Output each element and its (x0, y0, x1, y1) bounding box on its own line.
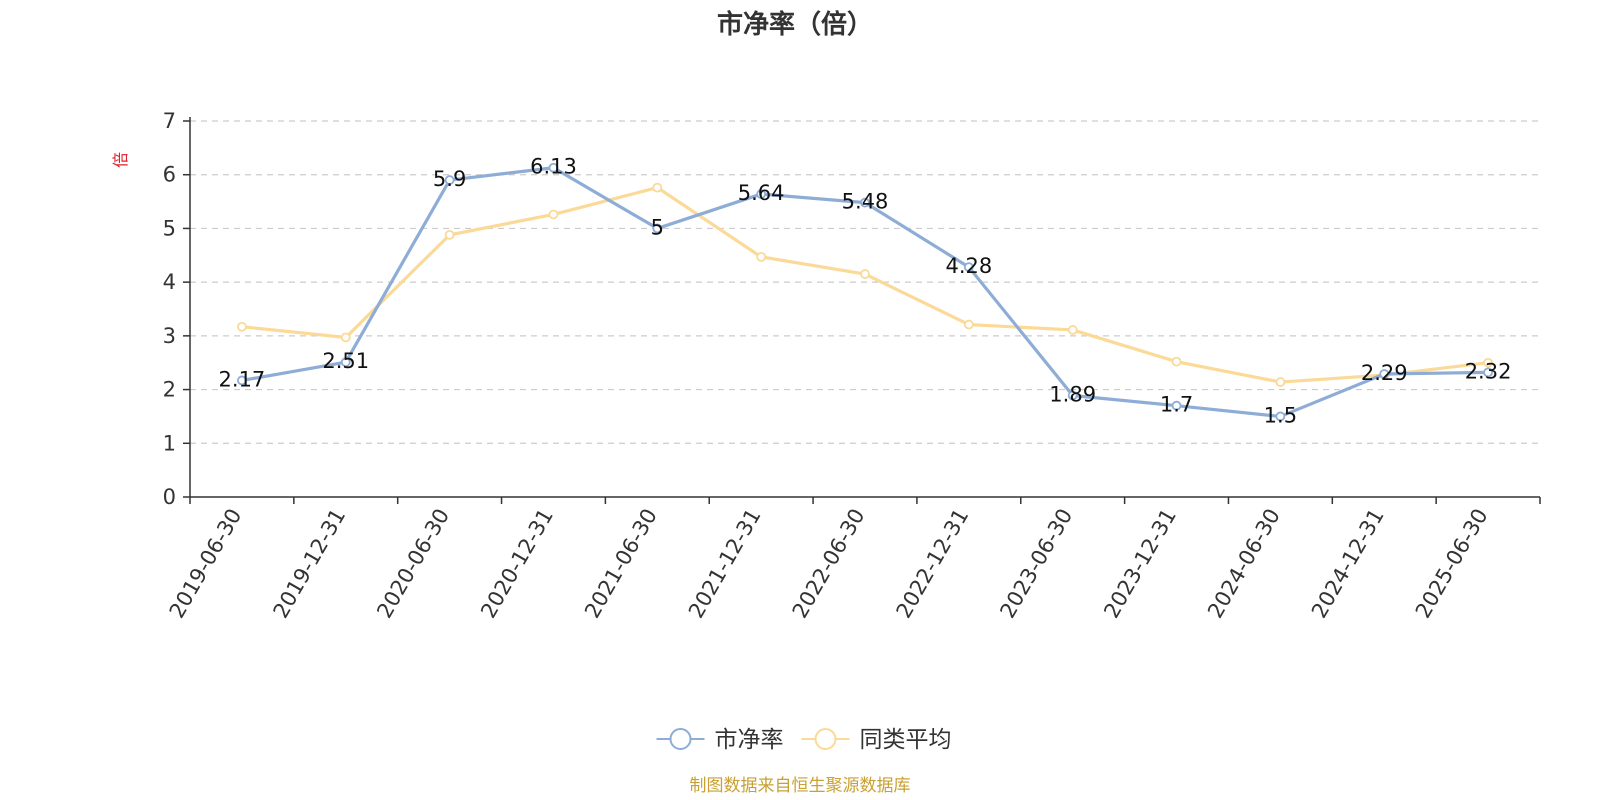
x-tick-label: 2020-12-31 (476, 505, 558, 623)
legend-item-2[interactable]: 同类平均 (801, 727, 952, 753)
data-point[interactable] (860, 269, 870, 279)
data-label: 2.32 (1465, 359, 1512, 383)
y-tick-label: 2 (163, 378, 176, 402)
data-point[interactable] (1067, 390, 1078, 401)
data-point[interactable] (237, 375, 247, 386)
x-tick-label: 2020-06-30 (372, 504, 454, 622)
data-point[interactable] (340, 357, 351, 368)
data-label: 5.48 (842, 190, 889, 214)
data-label: 5.9 (433, 167, 466, 191)
x-tick-label: 2025-06-30 (1411, 505, 1493, 623)
x-tick-label: 2024-06-30 (1203, 505, 1285, 623)
data-label: 5 (651, 215, 664, 239)
data-point[interactable] (652, 182, 663, 193)
y-tick-label: 6 (163, 163, 176, 187)
data-point[interactable] (444, 229, 455, 240)
legend-marker (669, 728, 692, 750)
data-point[interactable] (1275, 411, 1286, 422)
grid-lines (190, 120, 1540, 444)
data-point[interactable] (548, 162, 559, 173)
data-point[interactable] (1171, 356, 1182, 367)
data-label: 5.64 (738, 181, 785, 205)
y-tick-label: 0 (163, 485, 176, 509)
y-tick-label: 3 (163, 324, 176, 348)
chart-title: 市净率（倍） (717, 9, 873, 40)
data-point[interactable] (963, 319, 974, 330)
data-label: 4.28 (945, 254, 992, 278)
data-point[interactable] (1483, 357, 1493, 368)
data-point[interactable] (1067, 325, 1078, 335)
x-tick-label: 2023-06-30 (995, 505, 1077, 623)
data-point[interactable] (237, 321, 247, 332)
data-label: 2.29 (1361, 361, 1408, 385)
data-point[interactable] (340, 332, 351, 343)
data-point[interactable] (756, 189, 767, 199)
data-point[interactable] (1171, 400, 1182, 411)
data-point[interactable] (652, 223, 663, 234)
y-tick-label: 5 (163, 216, 176, 240)
data-point[interactable] (1275, 377, 1286, 387)
axes: 0 1 2 3 4 5 6 7 2019-06-30 2019-12-31 2020-06-30 20… (163, 109, 1541, 623)
legend-marker (814, 728, 837, 750)
x-tick-label: 2024-12-31 (1307, 505, 1389, 623)
data-labels: 2.17 2.51 5.9 6.13 5 5.64 5.48 4.28 1.89 1.7 1.5 2.… (219, 155, 1512, 428)
series-lines (237, 162, 1493, 422)
x-tick-label: 2022-12-31 (892, 505, 974, 623)
data-label: 2.51 (322, 349, 369, 373)
x-tick-label: 2019-06-30 (165, 505, 247, 623)
data-point[interactable] (963, 262, 974, 273)
source-note: 制图数据来自恒生聚源数据库 (690, 776, 911, 796)
x-tick-label: 2021-06-30 (580, 505, 662, 623)
data-point[interactable] (1379, 369, 1390, 379)
legend-item-1[interactable]: 市净率 (656, 727, 784, 753)
legend-label: 同类平均 (860, 727, 952, 753)
data-label: 2.17 (219, 367, 266, 391)
x-tick-label: 2021-12-31 (684, 505, 766, 623)
data-point[interactable] (756, 251, 767, 262)
legend[interactable]: 市净率 同类平均 (656, 727, 952, 753)
y-tick-label: 4 (163, 270, 176, 294)
x-tick-label: 2022-06-30 (788, 505, 870, 623)
data-point[interactable] (1483, 367, 1493, 378)
y-tick-label: 1 (163, 431, 176, 455)
y-tick-label: 7 (163, 109, 176, 133)
y-axis-label: 倍 (111, 152, 130, 168)
data-point[interactable] (444, 175, 455, 185)
legend-label: 市净率 (715, 727, 784, 753)
x-tick-label: 2023-12-31 (1099, 505, 1181, 623)
x-tick-label: 2019-12-31 (268, 505, 350, 623)
data-label: 6.13 (530, 155, 577, 179)
data-label: 1.5 (1264, 403, 1297, 427)
data-point[interactable] (860, 197, 870, 208)
data-label: 1.89 (1049, 382, 1096, 406)
data-label: 1.7 (1160, 393, 1193, 417)
data-point[interactable] (548, 209, 559, 220)
